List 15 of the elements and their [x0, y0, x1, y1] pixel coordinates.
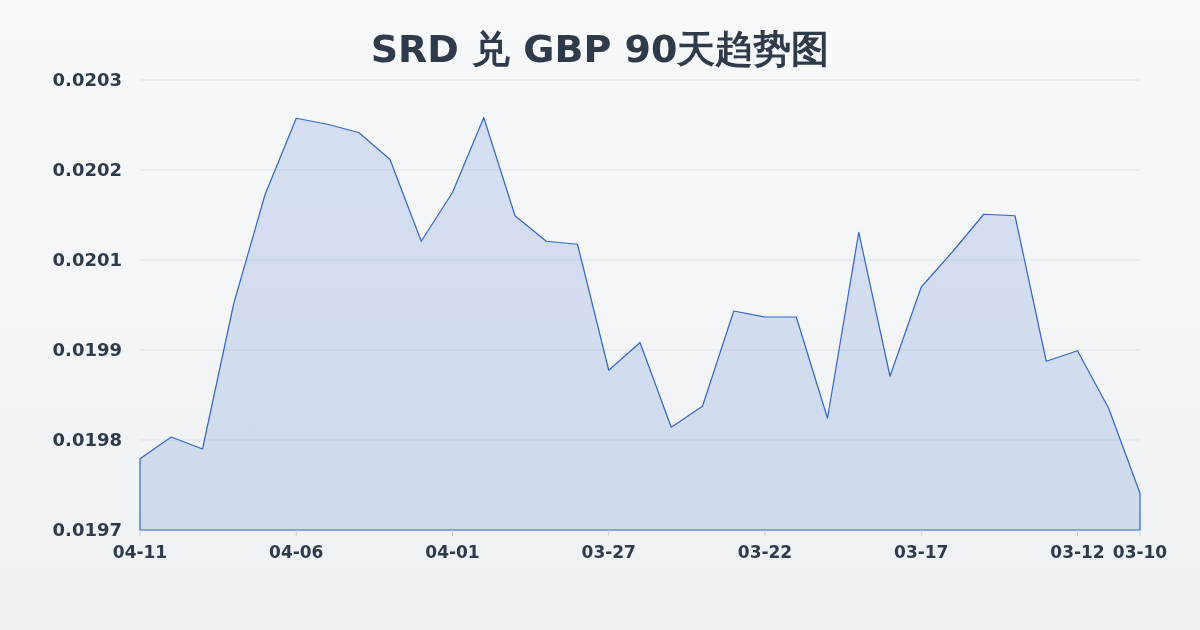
y-tick-label: 0.0201 [52, 249, 122, 271]
y-tick-label: 0.0198 [52, 429, 122, 451]
x-tick-label: 03-27 [581, 542, 636, 562]
x-tick-label: 04-06 [269, 542, 324, 562]
y-tick-label: 0.0203 [52, 69, 122, 91]
x-tick-label: 04-11 [112, 542, 168, 562]
y-tick-label: 0.0202 [52, 159, 122, 181]
x-tick-label: 03-10 [1112, 542, 1168, 562]
x-tick-label: 03-12 [1050, 542, 1105, 562]
y-tick-label: 0.0199 [52, 339, 122, 361]
chart-title: SRD 兑 GBP 90天趋势图 [370, 27, 830, 71]
y-tick-label: 0.0197 [52, 519, 122, 541]
x-tick-label: 03-22 [737, 542, 793, 562]
x-tick-label: 04-01 [425, 542, 480, 562]
x-tick-label: 03-17 [894, 542, 949, 562]
